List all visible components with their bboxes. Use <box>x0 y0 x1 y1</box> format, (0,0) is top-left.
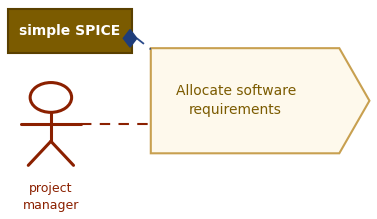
Polygon shape <box>123 30 137 47</box>
Text: project
manager: project manager <box>23 182 79 212</box>
Text: Allocate software
requirements: Allocate software requirements <box>176 84 296 117</box>
Bar <box>8 9 132 53</box>
Text: simple SPICE: simple SPICE <box>19 24 120 38</box>
Polygon shape <box>151 48 369 153</box>
